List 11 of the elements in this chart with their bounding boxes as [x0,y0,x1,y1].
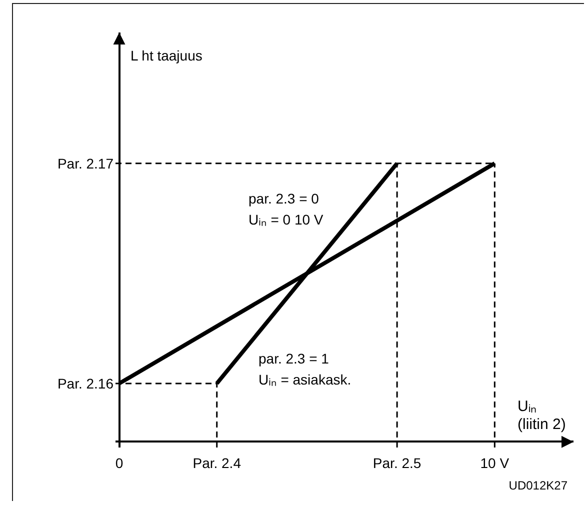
x-tick-label: 0 [115,454,124,471]
x-tick-label: 10 V [480,454,510,471]
annotation: par. 2.3 = 0 Uᵢₙ = 0 10 V [248,190,324,228]
x-axis-title: Uᵢₙ (liitin 2) [518,398,566,433]
ref-line-label: Par. 2.16 [57,375,114,392]
ref-line-label: Par. 2.4 [192,454,242,471]
annotation: par. 2.3 = 1 Uᵢₙ = asiakask. [258,350,352,388]
ref-line-label: Par. 2.5 [372,454,422,471]
text: UD012K27 [508,478,568,492]
ref-line-label: Par. 2.17 [57,155,114,172]
text: L ht taajuus [130,48,202,64]
